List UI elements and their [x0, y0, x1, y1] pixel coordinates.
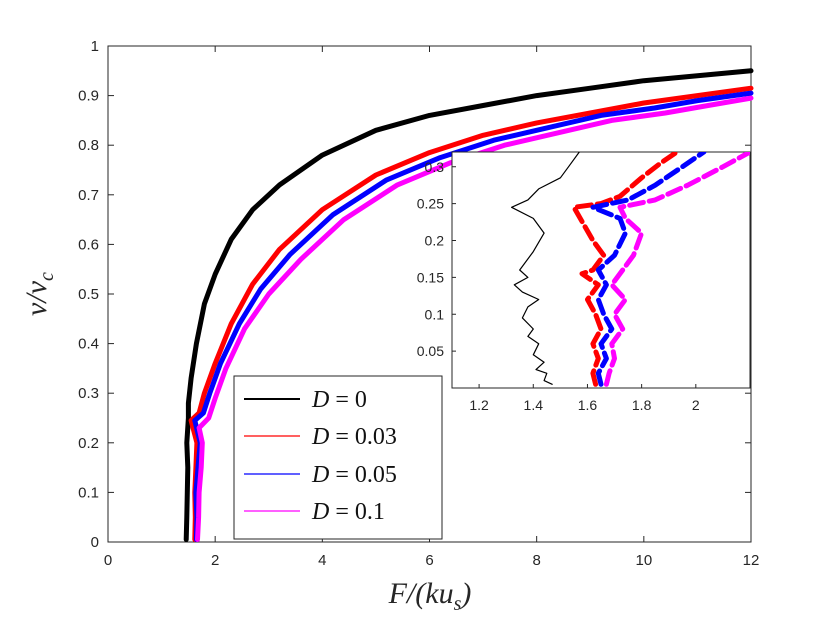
legend-label-1: D = 0.03 [311, 424, 397, 450]
inset-y-tick-label: 0.1 [425, 306, 445, 322]
y-axis-title-main: v/v [20, 280, 53, 316]
y-tick-label: 0 [91, 534, 99, 551]
y-tick-label: 0.6 [78, 236, 99, 253]
y-tick-label: 0.3 [78, 385, 99, 402]
main-ticks: 0 2 4 6 8 10 12 0 0.1 0.2 0.3 0.4 0.5 0.6 0.7 0.8 0.9 1 [78, 38, 759, 569]
legend-entry-1: D = 0.03 [244, 424, 397, 450]
y-tick-label: 0.4 [78, 336, 99, 353]
inset-series-group [511, 152, 750, 387]
inset-x-tick-label: 1.2 [469, 397, 489, 413]
legend-entry-2: D = 0.05 [244, 462, 397, 488]
legend-label-2: D = 0.05 [311, 462, 397, 488]
y-tick-label: 0.8 [78, 137, 99, 154]
legend: D = 0 D = 0.03 D = 0.05 D = 0.1 [233, 375, 443, 540]
y-tick-label: 0.7 [78, 187, 99, 204]
x-tick-label: 6 [425, 552, 433, 569]
x-tick-label: 4 [318, 552, 326, 569]
y-axis-title-sub: c [36, 272, 58, 281]
legend-entry-0: D = 0 [244, 387, 367, 413]
y-tick-label: 1 [91, 38, 99, 55]
legend-val-3: = 0.1 [335, 499, 385, 525]
x-axis-title: F/(kus) [388, 577, 472, 615]
inset-series-line-3 [603, 152, 750, 387]
legend-val-1: = 0.03 [335, 424, 397, 450]
inset-series-line-2 [590, 152, 707, 387]
legend-var-0: D [311, 387, 329, 413]
x-axis-title-end: ) [459, 577, 471, 610]
legend-val-0: = 0 [335, 387, 367, 413]
inset-x-tick-label: 2 [692, 397, 700, 413]
legend-entry-3: D = 0.1 [244, 499, 385, 525]
legend-var-3: D [311, 499, 329, 525]
x-axis-title-sub: s [454, 593, 462, 615]
inset-axes: 1.2 1.4 1.6 1.8 2 0.05 0.1 0.15 0.2 0.25 0.3 [417, 151, 751, 413]
y-axis-title: v/vc [20, 272, 58, 316]
legend-var-1: D [311, 424, 329, 450]
legend-var-2: D [311, 462, 329, 488]
inset-x-tick-label: 1.8 [632, 397, 652, 413]
series-line-2 [192, 90, 754, 542]
inset-y-tick-label: 0.2 [425, 233, 445, 249]
inset-x-tick-label: 1.6 [578, 397, 598, 413]
x-tick-label: 2 [211, 552, 219, 569]
inset-y-tick-label: 0.3 [425, 159, 445, 175]
x-tick-label: 12 [743, 552, 760, 569]
inset-y-tick-label: 0.25 [417, 196, 444, 212]
legend-box [233, 375, 443, 540]
y-tick-label: 0.2 [78, 435, 99, 452]
x-tick-label: 0 [104, 552, 112, 569]
inset-series-line-1 [571, 152, 680, 387]
y-tick-label: 0.1 [78, 484, 99, 501]
inset-series-line-0 [511, 152, 580, 385]
series-line-3 [195, 95, 754, 542]
main-series-group [183, 68, 754, 542]
legend-label-3: D = 0.1 [311, 499, 385, 525]
x-tick-label: 10 [635, 552, 652, 569]
inset-ticks: 1.2 1.4 1.6 1.8 2 0.05 0.1 0.15 0.2 0.25 0.3 [417, 159, 700, 413]
x-tick-label: 8 [532, 552, 540, 569]
inset-y-tick-label: 0.15 [417, 269, 444, 285]
y-tick-label: 0.5 [78, 286, 99, 303]
inset-x-tick-label: 1.4 [524, 397, 544, 413]
legend-label-0: D = 0 [311, 387, 367, 413]
x-axis-title-main: F/(ku [388, 577, 454, 610]
legend-val-2: = 0.05 [335, 462, 397, 488]
y-tick-label: 0.9 [78, 88, 99, 105]
series-line-0 [183, 68, 754, 542]
inset-y-tick-label: 0.05 [417, 343, 444, 359]
